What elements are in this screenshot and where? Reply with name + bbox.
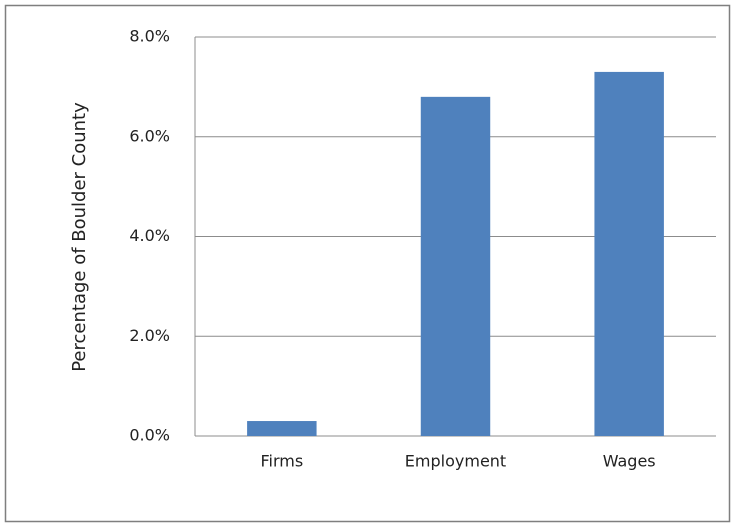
x-tick-label: Employment bbox=[405, 452, 506, 471]
y-tick-label: 0.0% bbox=[129, 426, 170, 445]
y-tick-label: 4.0% bbox=[129, 226, 170, 245]
y-tick-label: 6.0% bbox=[129, 126, 170, 145]
bar bbox=[247, 421, 317, 436]
y-tick-label: 8.0% bbox=[129, 27, 170, 46]
x-tick-label: Firms bbox=[260, 452, 303, 471]
bar bbox=[594, 71, 664, 436]
x-tick-label: Wages bbox=[603, 452, 656, 471]
y-tick-label: 2.0% bbox=[129, 326, 170, 345]
y-axis-label: Percentage of Boulder County bbox=[69, 102, 90, 372]
bar bbox=[420, 96, 491, 436]
